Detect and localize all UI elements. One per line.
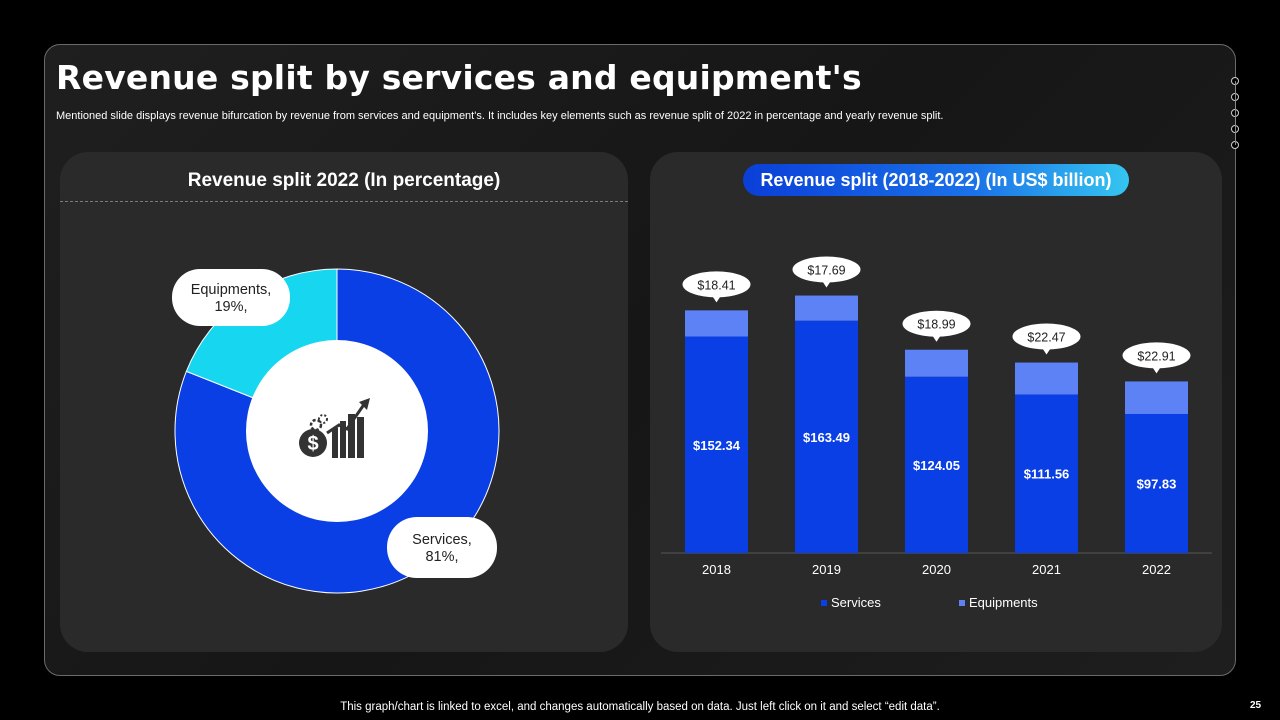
callout-bubble: [902, 310, 971, 337]
data-label-equipments-2019: $17.69: [807, 264, 845, 278]
callout-bubble: [682, 271, 751, 298]
data-label-equipments-2018: $18.41: [697, 278, 735, 292]
bar-services-2020[interactable]: [905, 376, 968, 553]
data-label-services-2018: $152.34: [693, 438, 741, 453]
page-subtitle: Mentioned slide displays revenue bifurca…: [56, 110, 944, 122]
bar-services-2022[interactable]: [1125, 413, 1188, 553]
x-tick-label-2022: 2022: [1142, 562, 1171, 577]
pie-heading: Revenue split 2022 (In percentage): [187, 170, 501, 191]
x-tick-label-2020: 2020: [922, 562, 951, 577]
bar-equipments-2021[interactable]: [1015, 362, 1078, 395]
footer-note: This graph/chart is linked to excel, and…: [340, 701, 940, 713]
legend-label-equipments: Equipments: [969, 595, 1038, 610]
pie-label-services: Services, 81%,: [387, 517, 497, 578]
heading-divider: [60, 201, 628, 202]
callout-bubble: [1012, 323, 1081, 350]
data-label-equipments-2020: $18.99: [917, 318, 955, 332]
pie-label-equipments-value: 19%,: [214, 299, 247, 315]
bar-services-2018[interactable]: [685, 336, 748, 553]
page-number: 25: [1250, 700, 1262, 711]
x-tick-label-2019: 2019: [812, 562, 841, 577]
slide-nav-dots: [1231, 77, 1241, 157]
data-label-services-2021: $111.56: [1024, 467, 1070, 482]
legend-swatch-services: [821, 600, 827, 606]
pie-label-equipments-name: Equipments,: [191, 282, 272, 298]
x-tick-label-2018: 2018: [702, 562, 731, 577]
bar-equipments-2020[interactable]: [905, 349, 968, 377]
callout-bubble: [792, 256, 861, 283]
x-tick-label-2021: 2021: [1032, 562, 1061, 577]
bar-equipments-2018[interactable]: [685, 310, 748, 337]
legend-swatch-equipments: [959, 600, 965, 606]
callout-bubble: [1122, 342, 1191, 369]
data-label-services-2020: $124.05: [913, 458, 960, 473]
data-label-equipments-2022: $22.91: [1137, 349, 1175, 363]
svg-text:$: $: [307, 433, 318, 455]
bar-services-2019[interactable]: [795, 320, 858, 553]
data-label-services-2022: $97.83: [1137, 476, 1177, 491]
chart-legend: Services Equipments: [821, 595, 1038, 610]
bar-heading: Revenue split (2018-2022) (In US$ billio…: [743, 164, 1129, 196]
pie-label-services-name: Services,: [412, 532, 472, 548]
money-growth-icon: $: [299, 398, 370, 458]
legend-label-services: Services: [831, 595, 881, 610]
bar-services-2021[interactable]: [1015, 394, 1078, 553]
bar-equipments-2022[interactable]: [1125, 381, 1188, 414]
pie-label-services-value: 81%,: [425, 549, 458, 565]
data-label-equipments-2021: $22.47: [1027, 331, 1065, 345]
bar-equipments-2019[interactable]: [795, 295, 858, 321]
data-label-services-2019: $163.49: [803, 430, 850, 445]
pie-label-equipments: Equipments, 19%,: [172, 269, 290, 326]
page-title: Revenue split by services and equipment'…: [56, 58, 862, 97]
